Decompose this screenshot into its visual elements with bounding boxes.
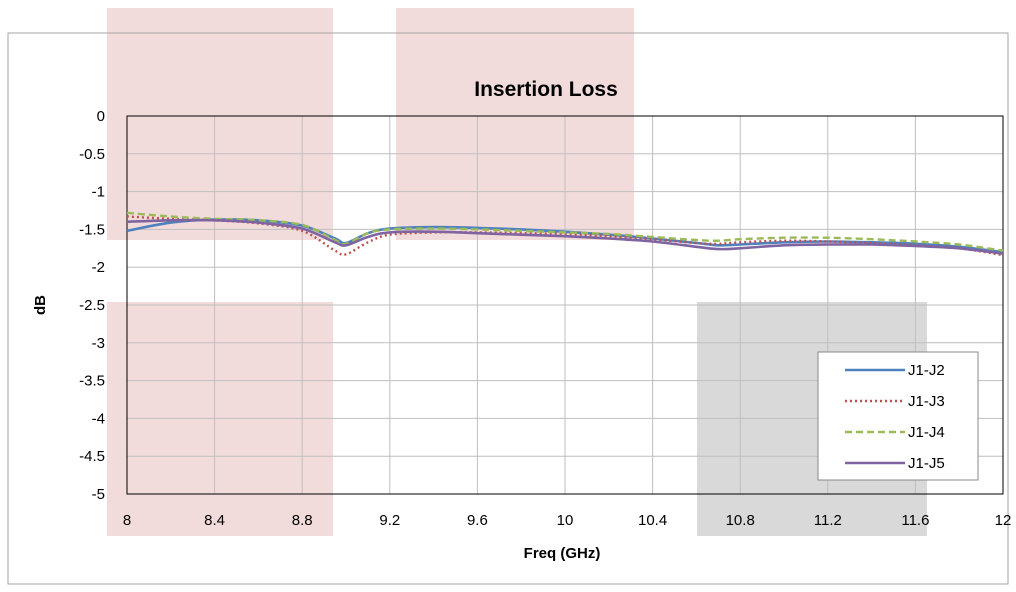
- chart-frame: [7, 32, 1009, 585]
- y-tick-label: -3.5: [79, 373, 105, 390]
- chart-title: Insertion Loss: [474, 78, 618, 101]
- legend-label: J1-J4: [908, 424, 945, 441]
- background-bands: [107, 8, 927, 536]
- legend-label: J1-J5: [908, 455, 945, 472]
- y-tick-label: -1.5: [79, 221, 105, 238]
- y-tick-label: -3: [92, 335, 105, 352]
- x-tick-label: 9.6: [467, 512, 488, 529]
- x-axis-title: Freq (GHz): [524, 545, 601, 562]
- y-axis-title: dB: [32, 295, 49, 315]
- legend-label: J1-J3: [908, 393, 945, 410]
- legend-box: [817, 351, 979, 481]
- y-tick-label: -2.5: [79, 297, 105, 314]
- plot-area-border: [126, 115, 1004, 495]
- y-axis-ticks: 0 -0.5 -1 -1.5 -2 -2.5 -3 -3.5 -4 -4.5 -5: [79, 108, 105, 503]
- band-pink-bottom-left: [107, 302, 333, 536]
- x-tick-label: 8: [123, 512, 131, 529]
- y-tick-label: 0: [97, 108, 105, 125]
- series-line-j1-j2: [126, 218, 1004, 254]
- x-tick-label: 8.8: [292, 512, 313, 529]
- legend-label: J1-J2: [908, 362, 945, 379]
- y-tick-label: -0.5: [79, 146, 105, 163]
- series-lines: [126, 211, 1004, 257]
- x-tick-label: 10.8: [726, 512, 755, 529]
- x-tick-label: 9.2: [379, 512, 400, 529]
- x-tick-label: 12: [995, 512, 1012, 529]
- series-line-j1-j5: [126, 218, 1004, 255]
- legend: J1-J2 J1-J3 J1-J4 J1-J5: [817, 351, 979, 481]
- x-tick-label: 10.4: [638, 512, 667, 529]
- series-line-j1-j4: [126, 211, 1004, 252]
- x-tick-label: 11.2: [814, 512, 842, 529]
- x-tick-label: 8.4: [204, 512, 225, 529]
- x-axis-ticks: 8 8.4 8.8 9.2 9.6 10 10.4 10.8 11.2 11.6 12: [123, 512, 1012, 529]
- x-tick-label: 11.6: [901, 512, 929, 529]
- y-tick-label: -4: [92, 410, 105, 427]
- band-pink-top-center: [396, 8, 634, 240]
- y-tick-label: -4.5: [79, 448, 105, 465]
- band-pink-top-left: [107, 8, 333, 240]
- y-tick-label: -2: [92, 259, 105, 276]
- y-tick-label: -5: [92, 486, 105, 503]
- y-tick-label: -1: [92, 184, 105, 201]
- x-tick-label: 10: [557, 512, 574, 529]
